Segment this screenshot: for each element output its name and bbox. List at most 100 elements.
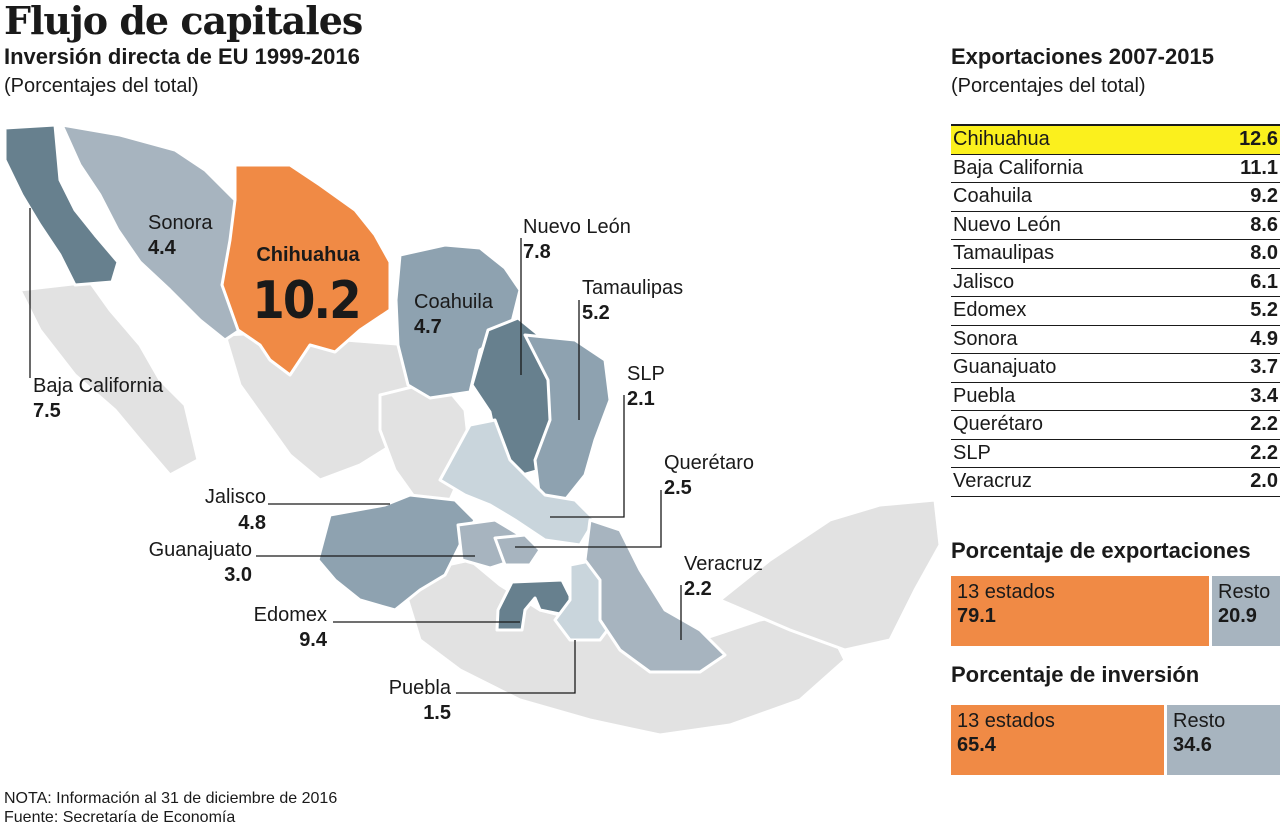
map-labels: Sonora 4.4 Nuevo León 7.8 Tamaulipas 5.2… (33, 212, 763, 724)
map-value-slp: 2.1 (627, 388, 655, 410)
table-cell-value: 9.2 (1200, 182, 1280, 212)
investment-share-title: Porcentaje de inversión (951, 662, 1200, 687)
region-baja-california (3, 123, 120, 287)
region-grey-yucatan (718, 498, 942, 652)
table-row: Tamaulipas 8.0 (951, 239, 1280, 269)
table-cell-state: Querétaro (951, 410, 1201, 440)
map-label-nuevo-leon: Nuevo León (523, 216, 631, 238)
map-label-queretaro: Querétaro (664, 452, 754, 474)
map-value-guanajuato: 3.0 (224, 564, 252, 586)
table-row: Coahuila 9.2 (951, 182, 1280, 212)
map-label-slp: SLP (627, 363, 665, 385)
table-cell-state: Puebla (951, 382, 1201, 411)
table-row: Veracruz 2.0 (951, 467, 1280, 497)
map-subtitle: Inversión directa de EU 1999-2016 (4, 44, 360, 69)
map-value-sonora: 4.4 (148, 237, 177, 259)
table-cell-state: Coahuila (951, 182, 1201, 212)
bar-label: Resto (1173, 710, 1226, 732)
table-cell-state: Sonora (951, 325, 1201, 354)
bar-value: 79.1 (957, 605, 996, 627)
table-cell-state: Baja California (951, 154, 1201, 183)
map-value-edomex: 9.4 (299, 629, 328, 651)
table-cell-value: 3.7 (1200, 353, 1280, 383)
map-unit-note: (Porcentajes del total) (4, 75, 199, 97)
map-value-jalisco: 4.8 (238, 512, 266, 534)
map-value-veracruz: 2.2 (684, 578, 712, 600)
table-cell-value: 2.2 (1200, 410, 1280, 440)
exports-share-bar-resto: Resto 20.9 (1212, 576, 1280, 646)
map-value-chihuahua: 10.2 (252, 271, 359, 331)
leader-puebla (456, 640, 576, 694)
region-veracruz (583, 518, 727, 674)
table-row: Nuevo León 8.6 (951, 211, 1280, 240)
table-cell-value: 3.4 (1200, 382, 1280, 411)
mexico-investment-map: Chihuahua 10.2 Sonora 4.4 Nuevo León 7.8… (3, 123, 942, 737)
table-row: Querétaro 2.2 (951, 410, 1280, 440)
region-coahuila (394, 243, 522, 400)
table-cell-state: Veracruz (951, 467, 1201, 497)
table-row: Sonora 4.9 (951, 325, 1280, 354)
region-grey-baja-sur (18, 280, 200, 477)
table-row: SLP 2.2 (951, 439, 1280, 468)
table-row: Puebla 3.4 (951, 382, 1280, 411)
table-cell-value: 12.6 (1200, 124, 1280, 155)
table-cell-value: 5.2 (1200, 296, 1280, 326)
map-value-nuevo-leon: 7.8 (523, 241, 551, 263)
map-label-guanajuato: Guanajuato (149, 539, 252, 561)
table-cell-value: 2.0 (1200, 467, 1280, 497)
map-label-edomex: Edomex (254, 604, 327, 626)
table-cell-state: Tamaulipas (951, 239, 1201, 269)
table-cell-state: SLP (951, 439, 1201, 468)
map-value-queretaro: 2.5 (664, 477, 692, 499)
map-label-chihuahua: Chihuahua (256, 244, 360, 266)
table-cell-value: 4.9 (1200, 325, 1280, 354)
table-cell-value: 8.6 (1200, 211, 1280, 240)
bar-value: 34.6 (1173, 734, 1212, 756)
map-value-coahuila: 4.7 (414, 316, 442, 338)
table-row: Chihuahua 12.6 (951, 124, 1280, 155)
table-cell-value: 11.1 (1200, 154, 1280, 183)
map-label-sonora: Sonora (148, 212, 213, 234)
bar-label: 13 estados (957, 581, 1055, 603)
map-label-baja-california: Baja California (33, 375, 164, 397)
exports-unit-note: (Porcentajes del total) (951, 75, 1146, 97)
map-label-coahuila: Coahuila (414, 291, 494, 313)
map-value-puebla: 1.5 (423, 702, 451, 724)
map-value-baja-california: 7.5 (33, 400, 61, 422)
table-cell-state: Edomex (951, 296, 1201, 326)
exports-table: Chihuahua 12.6 Baja California 11.1 Coahui… (951, 124, 1280, 497)
map-label-jalisco: Jalisco (205, 486, 266, 508)
table-row: Edomex 5.2 (951, 296, 1280, 326)
region-sonora (60, 123, 242, 342)
region-jalisco (316, 493, 477, 612)
map-label-tamaulipas: Tamaulipas (582, 277, 683, 299)
table-cell-value: 8.0 (1200, 239, 1280, 269)
map-value-tamaulipas: 5.2 (582, 302, 610, 324)
table-cell-value: 2.2 (1200, 439, 1280, 468)
footer-source: Fuente: Secretaría de Economía (4, 809, 236, 826)
map-label-puebla: Puebla (389, 677, 452, 699)
map-label-veracruz: Veracruz (684, 553, 763, 575)
bar-value: 65.4 (957, 734, 996, 756)
bar-value: 20.9 (1218, 605, 1257, 627)
leader-lines (29, 208, 682, 694)
table-cell-state: Guanajuato (951, 353, 1201, 383)
bar-label: 13 estados (957, 710, 1055, 732)
table-cell-state: Chihuahua (951, 124, 1201, 155)
exports-share-title: Porcentaje de exportaciones (951, 538, 1251, 563)
table-row: Guanajuato 3.7 (951, 353, 1280, 383)
leader-queretaro (515, 490, 662, 548)
leader-slp (550, 395, 625, 518)
page-title: Flujo de capitales (4, 0, 363, 43)
region-chihuahua (220, 163, 392, 377)
region-queretaro (493, 533, 542, 567)
map-shapes (3, 123, 942, 737)
footer-note: NOTA: Información al 31 de diciembre de … (4, 790, 338, 807)
region-slp (438, 418, 597, 547)
bar-label: Resto (1218, 581, 1271, 603)
table-row: Baja California 11.1 (951, 154, 1280, 183)
exports-title: Exportaciones 2007-2015 (951, 44, 1214, 69)
investment-share-bar-resto: Resto 34.6 (1167, 705, 1280, 775)
region-tamaulipas (523, 333, 612, 502)
table-row: Jalisco 6.1 (951, 268, 1280, 297)
